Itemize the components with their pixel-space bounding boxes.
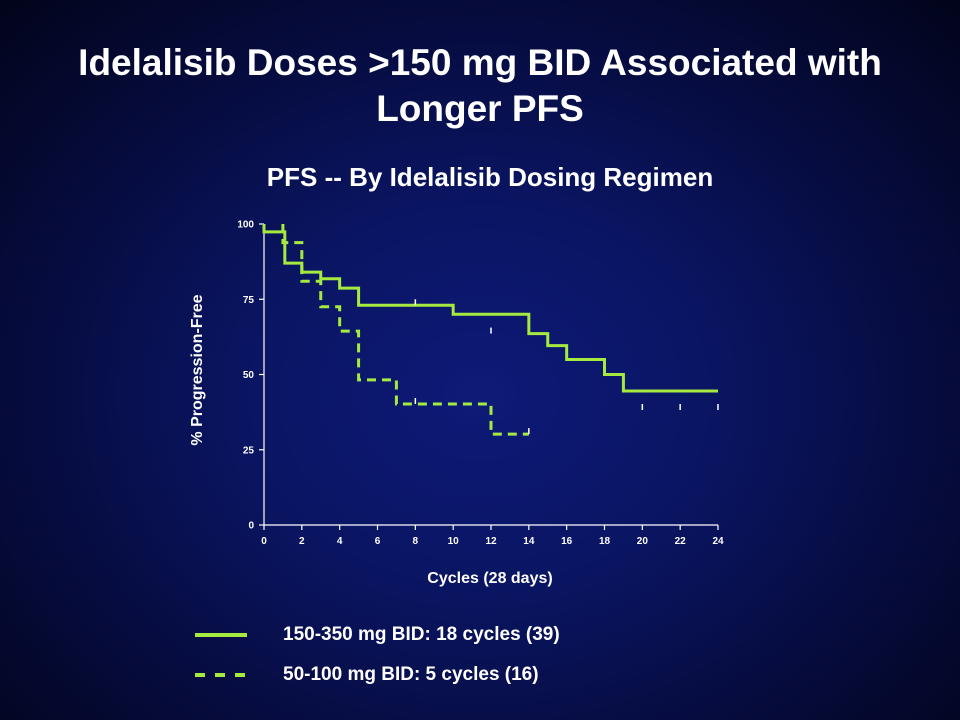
legend-item-dashed: 50-100 mg BID: 5 cycles (16) (195, 660, 539, 690)
legend-label: 50-100 mg BID: 5 cycles (16) (283, 664, 539, 685)
y-tick-label: 75 (243, 295, 255, 306)
x-tick-label: 10 (448, 536, 460, 547)
series-solid-curve (262, 224, 718, 393)
chart-title: PFS -- By Idelalisib Dosing Regimen (266, 162, 714, 192)
x-tick-label: 8 (413, 536, 419, 547)
y-tick-label: 25 (243, 445, 255, 456)
x-tick-label: 22 (675, 536, 687, 547)
legend-label: 150-350 mg BID: 18 cycles (39) (283, 624, 560, 645)
legend-item-solid: 150-350 mg BID: 18 cycles (39) (195, 620, 560, 650)
x-tick-label: 6 (375, 536, 381, 547)
x-tick-label: 24 (712, 536, 724, 547)
x-tick-label: 18 (599, 536, 611, 547)
x-tick-label: 2 (299, 536, 305, 547)
series-dashed-curve (281, 224, 529, 436)
x-axis-label: Cycles (28 days) (427, 570, 553, 587)
x-tick-label: 12 (485, 536, 497, 547)
x-tick-label: 14 (523, 536, 535, 547)
x-tick-label: 20 (637, 536, 649, 547)
y-tick-label: 50 (243, 370, 255, 381)
x-tick-label: 4 (337, 536, 343, 547)
y-tick-label: 0 (248, 521, 254, 532)
slide-title: Idelalisib Doses >150 mg BID Associated … (78, 42, 882, 129)
x-tick-label: 16 (561, 536, 573, 547)
x-tick-label: 0 (261, 536, 267, 547)
legend-dashed-line-swatch (195, 673, 247, 677)
y-tick-label: 100 (237, 220, 254, 231)
legend-solid-line-swatch (195, 633, 247, 637)
